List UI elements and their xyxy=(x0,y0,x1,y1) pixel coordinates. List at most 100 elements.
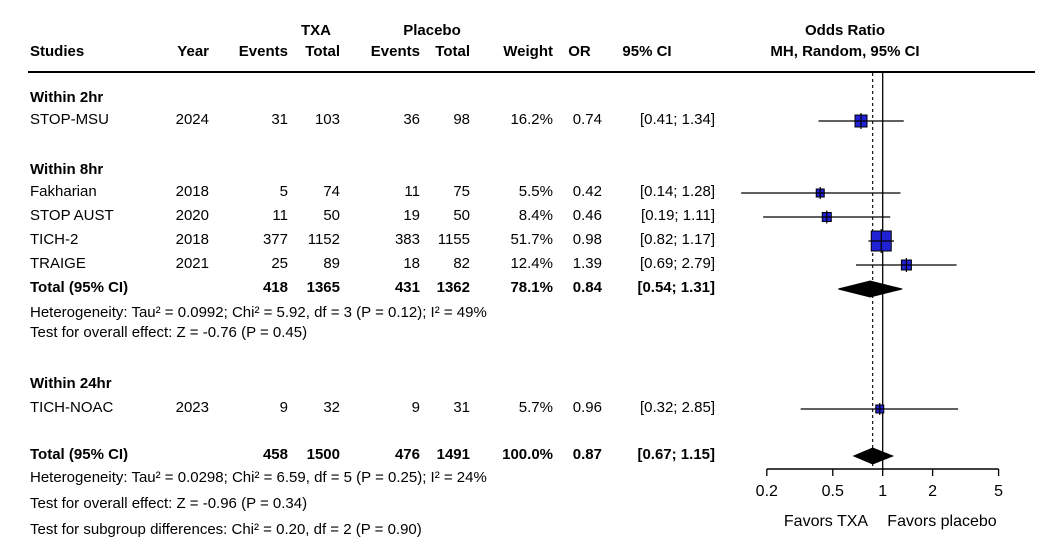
weight-header: Weight xyxy=(503,43,553,60)
weight-value: 5.5% xyxy=(518,183,553,200)
txa-total: 1365 xyxy=(306,279,340,296)
study-year: 2023 xyxy=(175,399,209,416)
subtotal-row-8hr: Total (95% CI) 418 1365 431 1362 78.1% 0… xyxy=(0,277,740,299)
study-row-traige: TRAIGE 2021 25 89 18 82 12.4% 1.39 [0.69… xyxy=(0,253,740,275)
study-year: 2021 xyxy=(175,255,209,272)
txa-total: 103 xyxy=(314,111,340,128)
weight-value: 16.2% xyxy=(510,111,553,128)
txa-total: 1500 xyxy=(306,446,340,463)
txa-events: 418 xyxy=(262,279,288,296)
or-value: 0.84 xyxy=(572,279,602,296)
ci-header: 95% CI xyxy=(622,43,672,60)
note-text: Test for overall effect: Z = -0.96 (P = … xyxy=(30,495,308,512)
placebo-total: 98 xyxy=(453,111,470,128)
study-name: TRAIGE xyxy=(30,255,86,272)
note-text: Heterogeneity: Tau² = 0.0992; Chi² = 5.9… xyxy=(30,304,487,321)
txa-events: 377 xyxy=(262,231,288,248)
favors-txa-label: Favors TXA xyxy=(784,513,869,530)
or-value: 1.39 xyxy=(572,255,602,272)
or-value: 0.98 xyxy=(572,231,602,248)
study-name: Fakharian xyxy=(30,183,97,200)
total-row-overall: Total (95% CI) 458 1500 476 1491 100.0% … xyxy=(0,444,740,466)
placebo-events: 11 xyxy=(404,183,420,200)
study-square xyxy=(815,188,825,198)
axis-tick-label: 1 xyxy=(878,483,887,500)
weight-value: 100.0% xyxy=(502,446,553,463)
placebo-total: 50 xyxy=(453,207,470,224)
subgroup-header-within-2hr: Within 2hr xyxy=(0,87,740,109)
study-name: STOP-MSU xyxy=(30,111,109,128)
or-value: 0.42 xyxy=(572,183,602,200)
study-square xyxy=(870,230,892,252)
study-name: TICH-NOAC xyxy=(30,399,114,416)
header-group-row: TXA Placebo xyxy=(0,20,740,42)
column-header-row: Studies Year Events Total Events Total W… xyxy=(0,41,1053,63)
txa-total: 89 xyxy=(323,255,340,272)
overall-effect-note-overall: Test for overall effect: Z = -0.96 (P = … xyxy=(0,493,740,515)
axis-tick-label: 5 xyxy=(994,483,1003,500)
txa-group-header: TXA xyxy=(301,22,331,39)
axis-tick-label: 0.2 xyxy=(756,483,778,500)
pooled-diamond xyxy=(852,447,895,465)
txa-total-header: Total xyxy=(305,43,340,60)
study-row-fakharian: Fakharian 2018 5 74 11 75 5.5% 0.42 [0.1… xyxy=(0,181,740,203)
subgroup-header-within-8hr: Within 8hr xyxy=(0,159,740,181)
ci-value: [0.69; 2.79] xyxy=(639,255,715,272)
ci-value: [0.41; 1.34] xyxy=(639,111,715,128)
study-square xyxy=(854,114,868,128)
study-square xyxy=(875,404,885,414)
subgroup-differences-note: Test for subgroup differences: Chi² = 0.… xyxy=(0,519,740,541)
placebo-total: 82 xyxy=(453,255,470,272)
favors-placebo-label: Favors placebo xyxy=(887,513,996,530)
study-year: 2024 xyxy=(175,111,209,128)
studies-header: Studies xyxy=(30,43,85,60)
note-text: Test for overall effect: Z = -0.76 (P = … xyxy=(30,324,308,341)
placebo-total: 1362 xyxy=(436,279,470,296)
placebo-events-header: Events xyxy=(370,43,420,60)
note-text: Heterogeneity: Tau² = 0.0298; Chi² = 6.5… xyxy=(30,469,487,486)
axis-tick-label: 2 xyxy=(928,483,937,500)
subgroup-label: Within 8hr xyxy=(30,161,104,178)
study-square xyxy=(900,259,912,271)
heterogeneity-note-overall: Heterogeneity: Tau² = 0.0298; Chi² = 6.5… xyxy=(0,467,740,489)
plot-model-header: MH, Random, 95% CI xyxy=(770,43,920,60)
placebo-total: 75 xyxy=(453,183,470,200)
study-row-tich-2: TICH-2 2018 377 1152 383 1155 51.7% 0.98… xyxy=(0,229,740,251)
placebo-events: 383 xyxy=(394,231,420,248)
ci-value: [0.54; 1.31] xyxy=(637,279,715,296)
axis-tick-label: 0.5 xyxy=(822,483,844,500)
plot-title: Odds Ratio xyxy=(804,22,885,39)
total-label: Total (95% CI) xyxy=(30,446,129,463)
subgroup-label: Within 24hr xyxy=(30,375,112,392)
txa-events: 25 xyxy=(271,255,288,272)
txa-events: 11 xyxy=(272,207,288,224)
pooled-diamond xyxy=(838,280,903,298)
weight-value: 78.1% xyxy=(510,279,553,296)
placebo-total-header: Total xyxy=(435,43,470,60)
ci-value: [0.19; 1.11] xyxy=(641,207,715,224)
year-header: Year xyxy=(177,43,209,60)
subtotal-label: Total (95% CI) xyxy=(30,279,129,296)
placebo-total: 31 xyxy=(453,399,470,416)
heterogeneity-note-8hr: Heterogeneity: Tau² = 0.0992; Chi² = 5.9… xyxy=(0,302,740,324)
plot-title-row: Odds Ratio xyxy=(0,20,1053,42)
txa-events: 31 xyxy=(271,111,288,128)
overall-effect-note-8hr: Test for overall effect: Z = -0.76 (P = … xyxy=(0,322,740,344)
weight-value: 51.7% xyxy=(510,231,553,248)
placebo-total: 1491 xyxy=(436,446,470,463)
subgroup-label: Within 2hr xyxy=(30,89,104,106)
study-year: 2020 xyxy=(175,207,209,224)
ci-value: [0.32; 2.85] xyxy=(639,399,715,416)
study-row-stop-aust: STOP AUST 2020 11 50 19 50 8.4% 0.46 [0.… xyxy=(0,205,740,227)
txa-events: 458 xyxy=(262,446,288,463)
txa-total: 50 xyxy=(323,207,340,224)
placebo-group-header: Placebo xyxy=(403,22,461,39)
placebo-events: 18 xyxy=(403,255,420,272)
placebo-events: 36 xyxy=(403,111,420,128)
or-header: OR xyxy=(568,43,591,60)
txa-total: 1152 xyxy=(307,231,340,248)
placebo-events: 476 xyxy=(394,446,420,463)
weight-value: 8.4% xyxy=(518,207,553,224)
or-value: 0.96 xyxy=(572,399,602,416)
study-square xyxy=(821,212,832,222)
